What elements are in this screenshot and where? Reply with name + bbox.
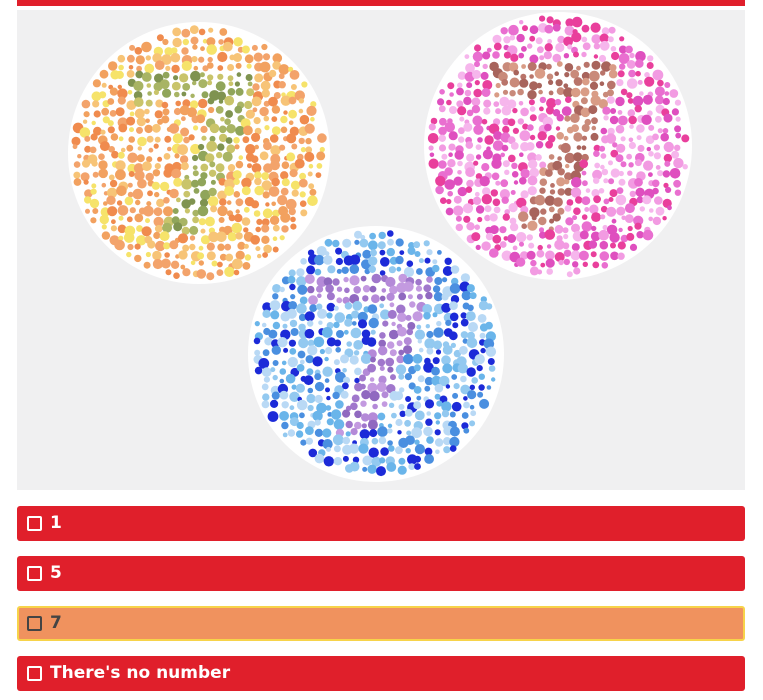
- plate-pink-magenta: [424, 12, 692, 280]
- plate-yellow-orange: [68, 22, 330, 284]
- checkbox-icon[interactable]: [27, 616, 42, 631]
- checkbox-icon[interactable]: [27, 516, 42, 531]
- option-7[interactable]: 7: [17, 606, 745, 641]
- option-label: 5: [50, 563, 62, 583]
- color-blindness-test-illustration: [68, 12, 692, 482]
- option-label: 7: [50, 613, 62, 633]
- top-accent-bar: [17, 0, 745, 6]
- option-1[interactable]: 1: [17, 506, 745, 541]
- option-label: 1: [50, 513, 62, 533]
- option-5[interactable]: 5: [17, 556, 745, 591]
- ishihara-plates-image: [17, 10, 745, 490]
- plate-disc: [424, 12, 692, 280]
- checkbox-icon[interactable]: [27, 566, 42, 581]
- option-label: There's no number: [50, 663, 231, 683]
- plate-blue: [248, 226, 504, 482]
- answer-options: 1 5 7 There's no number: [17, 506, 745, 700]
- option-no-number[interactable]: There's no number: [17, 656, 745, 691]
- checkbox-icon[interactable]: [27, 666, 42, 681]
